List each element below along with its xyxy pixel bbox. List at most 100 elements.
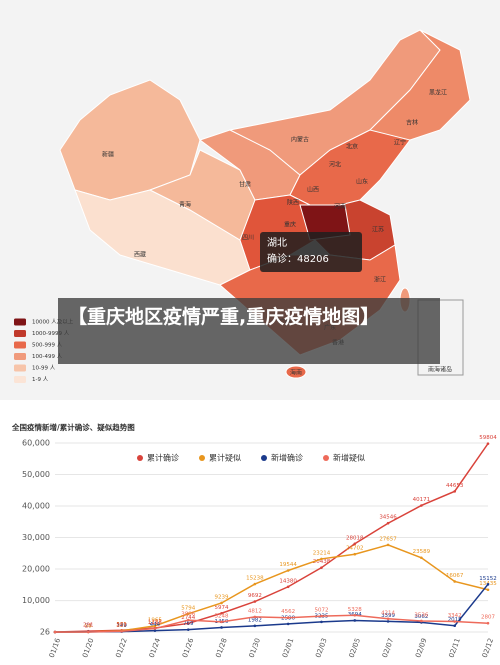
value-label: 27 [85,623,92,629]
legend-marker [137,455,143,461]
value-label: 769 [183,621,194,627]
point [353,613,357,617]
value-label: 1982 [248,617,262,623]
point [253,582,257,586]
value-label: 444 [150,622,161,628]
point [453,490,456,493]
value-label: 5974 [215,605,229,611]
tooltip-title: 湖北 [267,237,287,249]
value-label: 149 [116,623,127,629]
value-label: 15238 [246,576,264,582]
y-tick-label: 26 [40,628,50,637]
tooltip-text: 确诊：48206 [267,252,329,265]
value-label: 27657 [379,536,397,542]
province-label: 黑龙江 [429,89,447,97]
point [486,442,490,445]
point [286,585,290,589]
value-label: 59804 [479,435,497,441]
value-label: 54 [85,623,92,629]
province-label: 西藏 [134,251,146,259]
legend-swatch [14,353,26,360]
x-tick-label: 02/01 [281,637,295,659]
point [386,543,390,547]
point [420,504,423,507]
y-tick-label: 30,000 [22,533,50,542]
point [253,600,257,603]
value-label: 15152 [479,576,497,582]
point [353,552,357,556]
y-tick-label: 50,000 [22,470,50,479]
value-label: 5328 [348,607,362,613]
x-tick-label: 01/24 [148,637,163,659]
point [253,615,257,619]
point [320,620,323,624]
value-label: 2807 [481,615,495,621]
x-tick-label: 01/30 [248,637,262,659]
province-label: 新疆 [102,151,114,159]
value-label: 1118 [148,620,162,626]
series-line [54,544,489,633]
y-tick-label: 20,000 [22,565,50,574]
value-label: 16067 [446,573,464,579]
province-label: 浙江 [374,276,386,284]
point [320,614,323,618]
x-tick-label: 02/03 [314,637,328,659]
x-tick-label: 02/12 [481,637,495,659]
province-label: 吉林 [406,119,418,127]
value-label: 1287 [148,620,162,626]
x-tick-label: 02/05 [348,637,362,659]
value-label: 3248 [215,613,229,619]
x-tick-label: 01/28 [214,637,228,659]
legend-swatch [14,330,26,337]
legend-label: 10-99 人 [32,365,56,372]
province-label: 青海 [179,201,191,209]
legend-label: 新增疑似 [333,453,365,463]
value-label: 44653 [446,483,464,489]
point [453,624,456,628]
point [53,630,57,634]
value-label: 3806 [181,612,195,618]
x-tick-label: 01/26 [181,637,196,659]
point [320,557,323,561]
point [386,620,390,623]
point [486,588,490,592]
legend-marker [261,455,267,461]
point [453,580,456,583]
point [87,630,90,634]
point [220,601,223,605]
point [153,624,157,628]
legend-label: 累计确诊 [147,453,179,463]
value-label: 3342 [448,613,462,619]
legend-swatch [14,318,26,326]
point [386,521,390,525]
value-label: 40171 [413,497,431,503]
province-label: 海南 [290,369,302,377]
value-label: 23589 [413,549,431,555]
province-label: 山西 [307,186,319,194]
point [486,621,490,625]
value-label: 28018 [346,535,364,541]
value-label: 19544 [279,562,297,568]
value-label: 34546 [379,515,397,521]
province-label: 江苏 [372,226,384,234]
value-label: 77 [85,623,92,629]
legend-swatch [14,376,26,383]
y-tick-label: 60,000 [22,439,50,448]
province-label: 重庆 [284,221,296,229]
value-label: 14380 [279,578,297,584]
province-label: 北京 [346,143,358,151]
value-label: 20438 [313,559,331,565]
value-label: 257 [116,623,127,629]
value-label: 2015 [448,617,462,623]
point [153,629,157,632]
point [120,629,123,633]
point [186,628,190,631]
value-label: 571 [116,622,127,628]
point [453,620,456,623]
value-label: 1965 [148,617,162,623]
point [220,611,223,615]
legend-label: 累计疑似 [209,453,241,463]
point [220,620,223,624]
point [253,624,257,628]
